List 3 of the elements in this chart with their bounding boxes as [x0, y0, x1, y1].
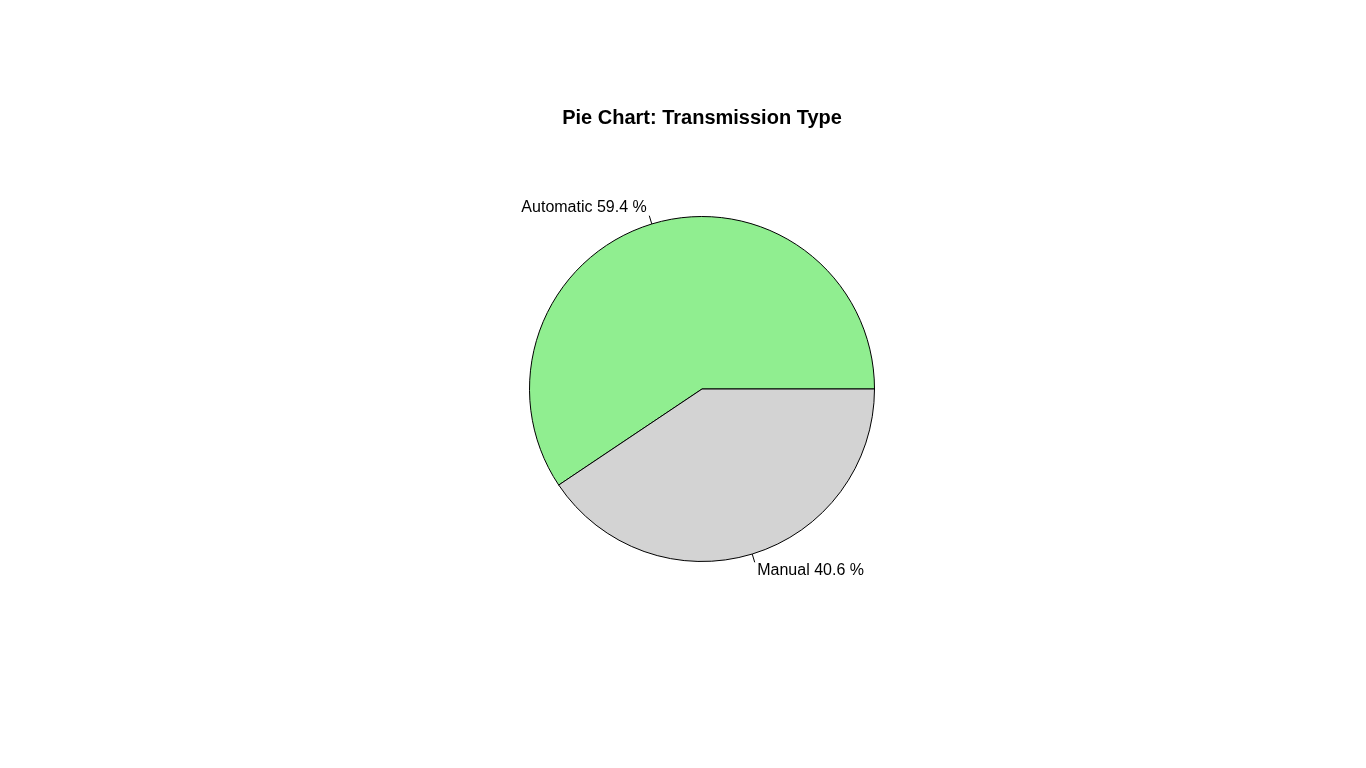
slice-label: Manual 40.6 %: [757, 560, 864, 578]
chart-title: Pie Chart: Transmission Type: [562, 105, 842, 128]
slice-label: Automatic 59.4 %: [521, 197, 647, 215]
